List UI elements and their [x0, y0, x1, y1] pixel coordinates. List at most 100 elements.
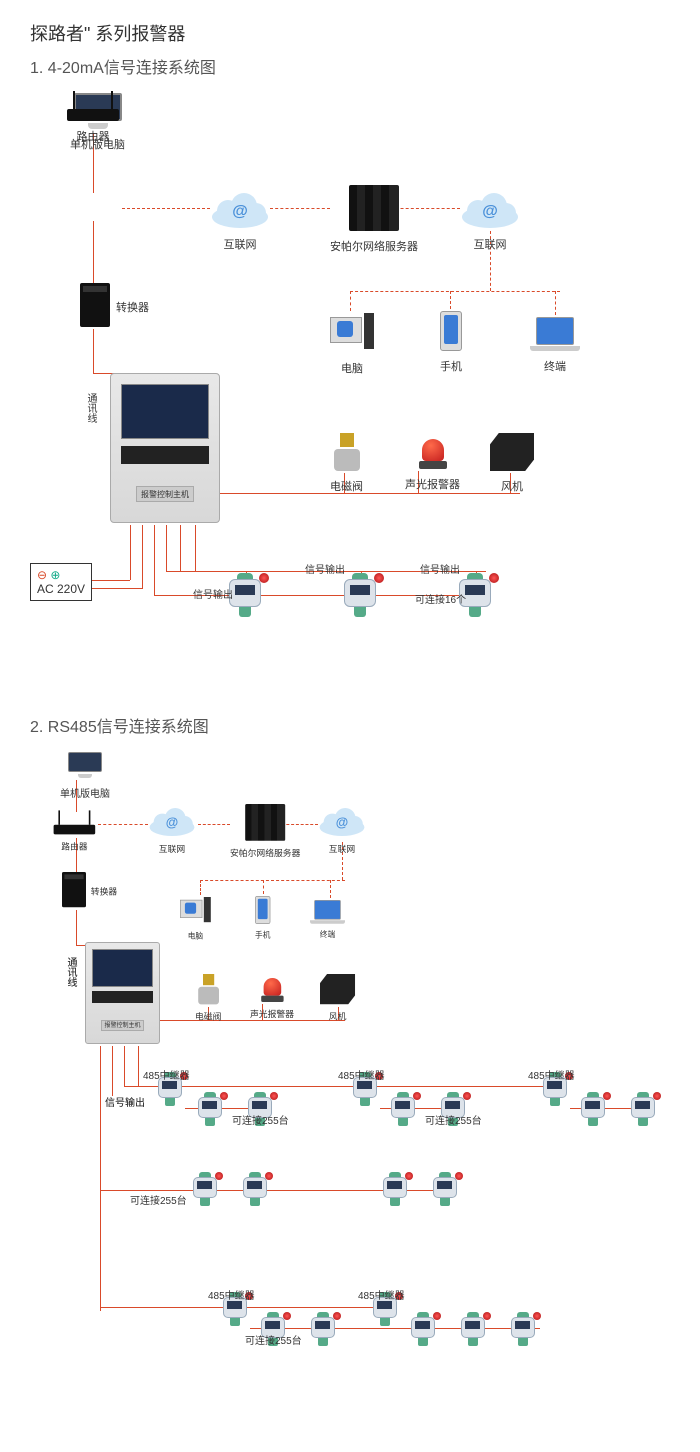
label: 终端 — [530, 358, 580, 374]
valve-icon — [332, 433, 362, 471]
detector-icon — [508, 1312, 538, 1346]
edge — [100, 1106, 101, 1196]
label: 电脑 — [330, 360, 374, 376]
detector-icon — [458, 1312, 488, 1346]
alarm-icon — [419, 439, 447, 469]
edge-dash — [350, 291, 560, 292]
edge-dash — [263, 880, 264, 894]
label: 路由器 — [52, 840, 97, 853]
node-detector — [340, 573, 380, 622]
valve-icon — [196, 974, 220, 1004]
node-cloud2: 互联网 — [318, 808, 366, 855]
label: 电磁阀 — [195, 1010, 221, 1023]
edge — [124, 1086, 564, 1087]
label: 风机 — [490, 478, 534, 494]
node-fan: 风机 — [320, 974, 355, 1023]
edge-dash — [450, 291, 451, 309]
connect-16-label: 可连接16个 — [415, 591, 466, 606]
label: 互联网 — [210, 236, 270, 252]
section1-title: 1. 4-20mA信号连接系统图 — [30, 54, 670, 78]
node-detector — [578, 1092, 608, 1131]
annotation: 可连接255台 — [425, 1112, 482, 1127]
edge — [93, 221, 94, 283]
edge — [85, 588, 143, 589]
node-valve: 电磁阀 — [330, 433, 363, 494]
detector-icon — [195, 1092, 225, 1126]
node-detector — [388, 1092, 418, 1131]
cloud-icon — [148, 808, 196, 837]
node-detector — [508, 1312, 538, 1351]
detector-icon — [340, 573, 380, 617]
router-icon — [52, 812, 97, 834]
label: 互联网 — [460, 236, 520, 252]
detector-icon — [380, 1172, 410, 1206]
edge — [112, 1046, 113, 1096]
laptop-icon — [310, 900, 345, 924]
label: 电磁阀 — [330, 478, 363, 494]
edge — [93, 329, 94, 373]
label: 手机 — [440, 358, 462, 374]
comm-line-label: 通讯线 — [83, 393, 98, 423]
label: 终端 — [310, 929, 345, 940]
edge-dash — [270, 208, 330, 209]
node-detector — [458, 1312, 488, 1351]
edge-dash — [555, 291, 556, 315]
edge-dash — [122, 208, 210, 209]
phone-icon — [440, 311, 462, 351]
router-icon — [65, 93, 121, 121]
pc-icon — [180, 897, 211, 925]
edge — [100, 1046, 101, 1106]
server-icon — [245, 804, 285, 841]
converter-icon — [80, 283, 110, 327]
cloud-icon — [210, 193, 270, 229]
node-detector — [195, 1092, 225, 1131]
detector-icon — [308, 1312, 338, 1346]
signal-out-label: 信号输出 — [193, 586, 233, 601]
control-box-icon: 报警控制主机 — [110, 373, 220, 523]
diagram-1: 单机版电脑 路由器 互联网 安帕尔网络服务器 互联网 转换器 电脑 手机 终端 … — [30, 93, 670, 673]
node-cloud2: 互联网 — [460, 193, 520, 252]
node-router: 路由器 — [52, 812, 97, 853]
annotation: 485中继器 — [338, 1067, 385, 1082]
annotation: 可连接255台 — [130, 1192, 187, 1207]
node-computer: 电脑 — [180, 897, 211, 941]
edge — [138, 1046, 139, 1086]
node-detector — [308, 1312, 338, 1351]
node-cloud1: 互联网 — [148, 808, 196, 855]
edge — [180, 525, 181, 571]
edge-dash — [330, 880, 331, 898]
node-converter: 转换器 — [62, 872, 86, 911]
node-server: 安帕尔网络服务器 — [330, 185, 418, 254]
fan-icon — [490, 433, 534, 471]
edge — [166, 525, 167, 571]
signal-out-label: 信号输出 — [420, 561, 460, 576]
label: 互联网 — [148, 842, 196, 855]
plate-label: 报警控制主机 — [136, 486, 194, 502]
label: 安帕尔网络服务器 — [230, 846, 300, 859]
cloud-icon — [460, 193, 520, 229]
detector-icon — [240, 1172, 270, 1206]
label: 转换器 — [91, 885, 117, 898]
label: 路由器 — [65, 128, 121, 144]
node-detector — [408, 1312, 438, 1351]
edge — [195, 525, 196, 571]
node-router: 路由器 — [65, 93, 121, 144]
edge-dash — [350, 291, 351, 311]
node-detector — [380, 1172, 410, 1211]
node-control-box: 报警控制主机 — [110, 373, 220, 528]
annotation: 485中继器 — [528, 1067, 575, 1082]
laptop-icon — [530, 317, 580, 351]
edge — [100, 1196, 101, 1311]
label: 声光报警器 — [250, 1008, 294, 1021]
node-cloud1: 互联网 — [210, 193, 270, 252]
cloud-icon — [318, 808, 366, 837]
annotation: 通讯线 — [63, 957, 78, 987]
converter-icon — [62, 872, 86, 907]
edge-dash — [198, 824, 230, 825]
node-valve: 电磁阀 — [195, 974, 221, 1023]
detector-icon — [628, 1092, 658, 1126]
node-detector — [430, 1172, 460, 1211]
node-laptop: 终端 — [310, 900, 345, 940]
node-phone: 手机 — [440, 311, 462, 374]
page-title: 探路者" 系列报警器 — [30, 20, 670, 46]
